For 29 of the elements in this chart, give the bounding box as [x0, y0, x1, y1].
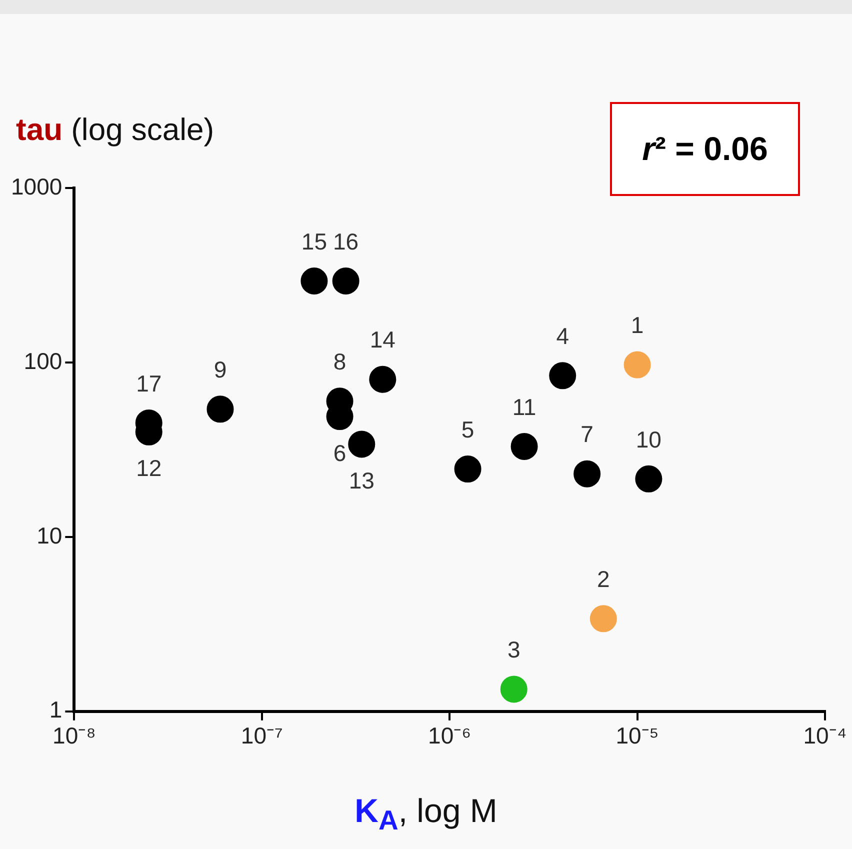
annotation: 10	[636, 426, 662, 452]
annotation: 15	[301, 228, 327, 254]
annotation: 17	[136, 370, 162, 396]
x-axis-title: K$_{A}$, log M	[354, 792, 498, 837]
annotation: 6	[333, 440, 346, 466]
annotation: 14	[370, 326, 396, 353]
annotation: 11	[512, 394, 536, 420]
annotation: 7	[580, 421, 594, 448]
annotation: 3	[507, 636, 520, 663]
x-tick-label: 10⁻⁶	[428, 722, 472, 749]
annotation: 1	[630, 312, 644, 338]
y-tick-label: 1	[49, 696, 62, 723]
text: r² = 0.06	[610, 102, 800, 196]
x-tick-label: 10⁻⁷	[240, 722, 283, 749]
annotation: 13	[348, 468, 374, 494]
y-axis-title: tau (log scale)	[16, 112, 214, 148]
annotation: 4	[556, 323, 570, 350]
x-tick-label: 10⁻⁴	[803, 722, 847, 749]
x-tick-label: 10⁻⁵	[616, 722, 659, 749]
annotation: 12	[136, 455, 162, 482]
y-tick-label: 100	[24, 348, 62, 374]
annotation: 9	[214, 356, 227, 382]
annotation: 2	[597, 566, 610, 592]
annotation: 8	[333, 348, 346, 375]
annotation: 16	[333, 228, 359, 254]
y-tick-label: 10	[36, 522, 62, 548]
annotation: 5	[461, 416, 474, 442]
y-tick-label: 1000	[10, 173, 62, 200]
x-tick-label: 10⁻⁸	[52, 722, 96, 749]
